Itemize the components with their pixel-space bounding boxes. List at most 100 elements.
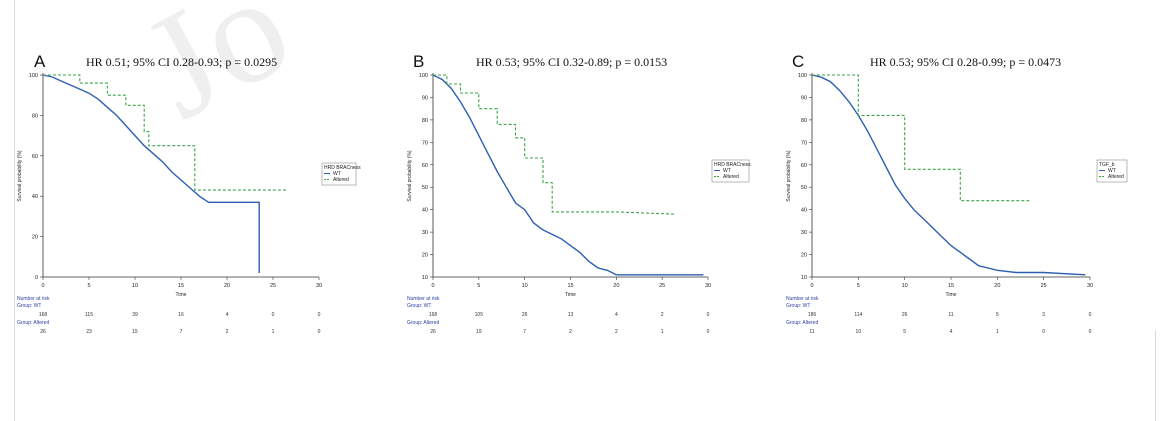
- x-tick-label: 10: [902, 283, 908, 289]
- page-frame-left: [14, 0, 15, 421]
- x-tick-label: 30: [705, 283, 711, 289]
- risk-count: 2: [661, 312, 664, 318]
- risk-count: 1: [272, 329, 275, 335]
- x-tick-label: 0: [41, 283, 44, 289]
- risk-count: 0: [707, 329, 710, 335]
- x-tick-label: 15: [948, 283, 954, 289]
- risk-table-label: Number at risk: [407, 296, 440, 302]
- risk-count: 0: [272, 312, 275, 318]
- risk-count: 115: [85, 312, 93, 318]
- x-tick-label: 20: [613, 283, 619, 289]
- risk-count: 2: [226, 329, 229, 335]
- y-tick-label: 20: [422, 253, 428, 259]
- risk-count: 39: [132, 312, 138, 318]
- legend-label: WT: [723, 168, 731, 174]
- risk-count: 7: [180, 329, 183, 335]
- legend-title: TGF_b: [1099, 162, 1115, 168]
- risk-count: 26: [902, 312, 908, 318]
- x-tick-label: 25: [659, 283, 665, 289]
- y-tick-label: 100: [29, 73, 38, 79]
- risk-group-label: Group: WT: [407, 303, 431, 309]
- risk-count: 0: [318, 329, 321, 335]
- risk-count: 0: [1089, 329, 1092, 335]
- x-tick-label: 5: [857, 283, 860, 289]
- risk-count: 13: [568, 312, 574, 318]
- y-tick-label: 40: [422, 208, 428, 214]
- risk-count: 1: [996, 329, 999, 335]
- legend-title: HRD BRACness: [714, 162, 751, 168]
- km-panel-c: C HR 0.53; 95% CI 0.28-0.99; p = 0.047310…: [786, 52, 1128, 335]
- x-axis-label: Time: [946, 292, 957, 298]
- km-curve-altered: [43, 74, 287, 191]
- km-curve-altered: [433, 74, 676, 215]
- y-tick-label: 70: [422, 140, 428, 146]
- risk-count: 4: [615, 312, 618, 318]
- y-tick-label: 80: [801, 118, 807, 124]
- risk-count: 105: [475, 312, 484, 318]
- risk-table-label: Number at risk: [786, 296, 819, 302]
- x-tick-label: 20: [994, 283, 1000, 289]
- x-tick-label: 20: [224, 283, 230, 289]
- legend-label: Altered: [1108, 174, 1124, 180]
- panel-title: HR 0.51; 95% CI 0.28-0.93; p = 0.0295: [86, 55, 277, 69]
- y-tick-label: 10: [422, 275, 428, 281]
- y-tick-label: 80: [32, 113, 38, 119]
- risk-count: 0: [707, 312, 710, 318]
- risk-count: 19: [476, 329, 482, 335]
- x-tick-label: 15: [567, 283, 573, 289]
- km-panel-b: B HR 0.53; 95% CI 0.32-0.89; p = 0.015310…: [407, 52, 751, 335]
- x-tick-label: 30: [316, 283, 322, 289]
- y-tick-label: 60: [32, 154, 38, 160]
- y-tick-label: 0: [35, 275, 38, 281]
- x-tick-label: 0: [431, 283, 434, 289]
- risk-count: 11: [948, 312, 953, 318]
- km-panel-a: A HR 0.51; 95% CI 0.28-0.93; p = 0.0295 0 2…: [17, 52, 361, 335]
- risk-count: 0: [1042, 329, 1045, 335]
- risk-count: 0: [1089, 312, 1092, 318]
- risk-count: 168: [39, 312, 48, 318]
- y-tick-label: 30: [801, 230, 807, 236]
- risk-count: 0: [318, 312, 321, 318]
- km-curve-wt: [811, 74, 1086, 276]
- risk-count: 4: [950, 329, 953, 335]
- risk-count: 5: [903, 329, 906, 335]
- panel-letter: C: [792, 52, 804, 71]
- panel-letter: A: [34, 52, 46, 71]
- risk-count: 10: [856, 329, 862, 335]
- risk-count: 26: [522, 312, 528, 318]
- risk-table-label: Number at risk: [17, 296, 50, 302]
- y-tick-label: 50: [801, 185, 807, 191]
- risk-count: 186: [808, 312, 817, 318]
- legend-title: HRD BRACness: [324, 165, 361, 171]
- km-curve-wt: [42, 74, 260, 273]
- risk-count: 2: [615, 329, 618, 335]
- y-tick-label: 30: [422, 230, 428, 236]
- risk-group-label: Group: WT: [786, 303, 810, 309]
- risk-count: 3: [1042, 312, 1045, 318]
- risk-group-label: Group: WT: [17, 303, 41, 309]
- x-tick-label: 30: [1087, 283, 1093, 289]
- risk-count: 7: [523, 329, 526, 335]
- risk-count: 23: [86, 329, 92, 335]
- x-tick-label: 10: [522, 283, 528, 289]
- legend-box: [1096, 159, 1128, 183]
- y-tick-label: 40: [32, 194, 38, 200]
- legend-label: Altered: [333, 177, 349, 183]
- panel-letter: B: [413, 52, 424, 71]
- y-tick-label: 80: [422, 118, 428, 124]
- risk-count: 26: [40, 329, 46, 335]
- legend-label: WT: [333, 171, 341, 177]
- risk-count: 1: [661, 329, 664, 335]
- x-tick-label: 5: [87, 283, 90, 289]
- risk-count: 11: [809, 329, 814, 335]
- x-tick-label: 5: [477, 283, 480, 289]
- panel-title: HR 0.53; 95% CI 0.32-0.89; p = 0.0153: [476, 55, 667, 69]
- legend-box: [321, 162, 357, 186]
- y-tick-label: 100: [798, 73, 807, 79]
- x-tick-label: 25: [270, 283, 276, 289]
- risk-count: 168: [429, 312, 438, 318]
